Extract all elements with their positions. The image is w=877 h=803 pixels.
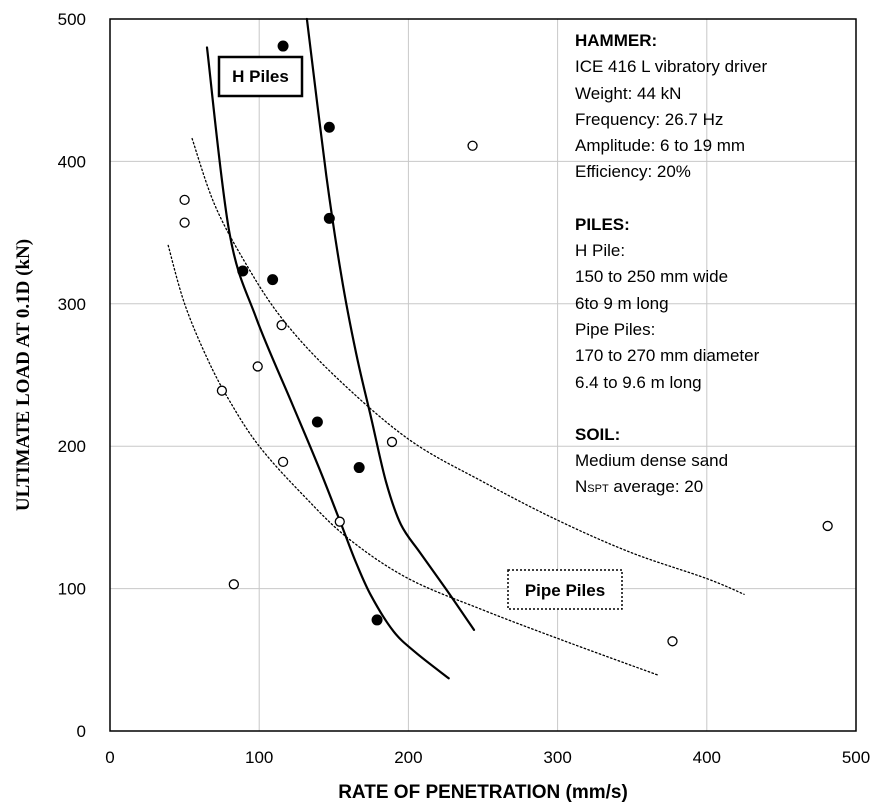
piles-line: Pipe Piles: <box>575 319 656 339</box>
nspt-subscript: SPT <box>587 483 609 496</box>
h-piles-label: H Piles <box>217 55 304 98</box>
nspt-prefix: N <box>575 477 588 497</box>
piles-line: 6.4 to 9.6 m long <box>575 372 702 392</box>
h-piles-point <box>323 121 335 133</box>
bound-curves <box>167 17 745 680</box>
soil-line: Medium dense sand <box>575 451 729 471</box>
y-tick-labels: 0 100 200 300 400 500 <box>58 10 86 741</box>
pipe-piles-label-text: Pipe Piles <box>525 581 605 600</box>
pipe-piles-point <box>179 194 190 205</box>
y-tick-label: 500 <box>58 10 86 29</box>
pipe-piles-point <box>667 636 678 647</box>
x-tick-label: 500 <box>842 748 870 767</box>
pipe-piles-label: Pipe Piles <box>507 569 623 610</box>
nspt-value: average: 20 <box>608 477 704 497</box>
h-piles-point <box>371 614 383 626</box>
soil-heading: SOIL: <box>575 424 621 444</box>
y-tick-label: 0 <box>77 722 86 741</box>
x-tick-label: 300 <box>543 748 571 767</box>
h-piles-point <box>277 40 289 52</box>
piles-heading: PILES: <box>575 214 630 234</box>
piles-line: 6to 9 m long <box>575 293 669 313</box>
x-axis-title: RATE OF PENETRATION (mm/s) <box>338 782 628 803</box>
hammer-line: ICE 416 L vibratory driver <box>575 57 768 77</box>
pipe-piles-point <box>252 361 263 372</box>
y-tick-label: 200 <box>58 437 86 456</box>
pipe-piles-point <box>386 436 398 448</box>
plot-frame <box>109 18 857 732</box>
pipe-piles-point <box>216 385 228 396</box>
x-tick-labels: 0 100 200 300 400 500 <box>105 748 870 767</box>
pipe-piles-point <box>467 140 478 151</box>
pipe-piles-bound-curve <box>167 244 660 677</box>
pipe-piles-point <box>179 217 190 228</box>
piles-line: 170 to 270 mm diameter <box>575 346 760 366</box>
x-tick-label: 100 <box>245 748 273 767</box>
pipe-piles-point <box>276 320 287 331</box>
hammer-line: Weight: 44 kN <box>575 83 682 103</box>
pipe-piles-point <box>822 520 833 532</box>
y-tick-label: 100 <box>58 580 86 599</box>
h-piles-point <box>353 462 365 474</box>
h-piles-bound-curve <box>205 46 450 680</box>
piles-line: 150 to 250 mm wide <box>575 267 729 287</box>
y-tick-label: 300 <box>58 295 86 314</box>
hammer-line: Frequency: 26.7 Hz <box>575 109 724 129</box>
h-piles-point <box>323 212 335 224</box>
pipe-piles-bound-curve <box>191 137 745 595</box>
pipe-piles-point <box>277 456 289 468</box>
pipe-piles-point <box>334 516 345 527</box>
pipe-piles-label-box <box>507 569 623 610</box>
hammer-line: Efficiency: 20% <box>575 162 691 182</box>
data-points <box>179 40 833 647</box>
h-piles-point <box>237 265 249 277</box>
x-tick-label: 200 <box>394 748 422 767</box>
h-piles-point <box>311 416 323 428</box>
h-piles-bound-curve <box>305 17 476 631</box>
piles-line: H Pile: <box>575 241 626 261</box>
pipe-piles-point <box>228 579 239 590</box>
nspt-line: NSPT average: 20 <box>575 474 865 502</box>
h-piles-label-text: H Piles <box>232 67 289 86</box>
hammer-line: Amplitude: 6 to 19 mm <box>575 136 746 156</box>
y-tick-label: 400 <box>58 152 86 171</box>
x-tick-label: 0 <box>105 748 114 767</box>
x-tick-label: 400 <box>693 748 721 767</box>
y-axis-title: ULTIMATE LOAD AT 0.1D (kN) <box>13 239 34 511</box>
hammer-heading: HAMMER: <box>575 31 658 50</box>
test-info-panel: HAMMER: ICE 416 L vibratory driver Weigh… <box>575 28 865 503</box>
h-piles-point <box>267 274 279 286</box>
h-piles-label-box <box>217 55 304 98</box>
